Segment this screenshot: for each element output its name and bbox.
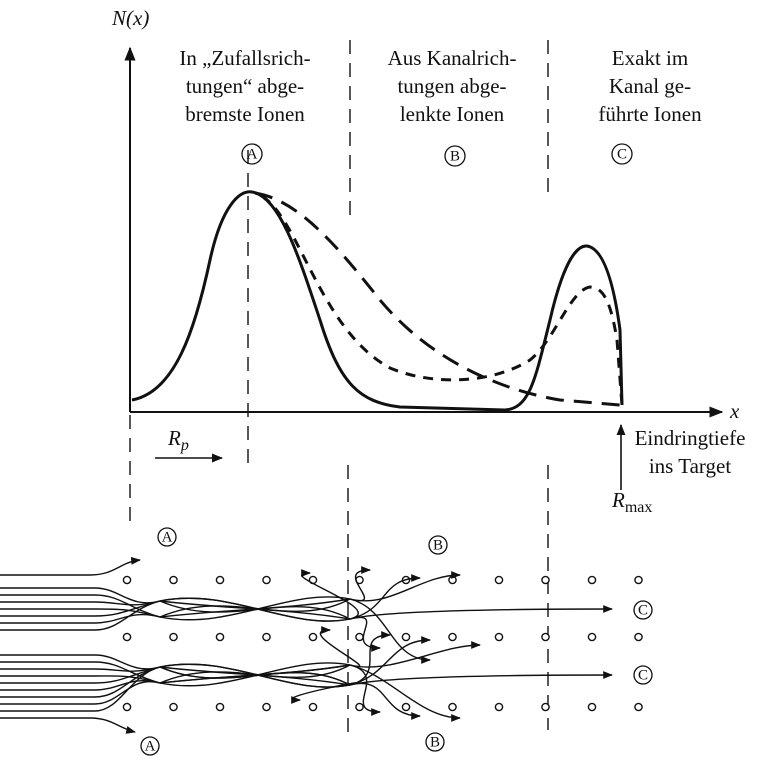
atom: [263, 633, 270, 640]
region-text: Aus Kanalrich-: [388, 46, 517, 70]
region-text: bremste Ionen: [185, 102, 305, 126]
atom: [588, 576, 595, 583]
atom: [635, 576, 642, 583]
region-text: tungen“ abge-: [186, 74, 304, 98]
atom: [542, 633, 549, 640]
atom: [123, 703, 130, 710]
solid-curve: [132, 192, 622, 410]
atom: [216, 633, 223, 640]
atom: [309, 703, 316, 710]
atom: [495, 576, 502, 583]
region-text: Kanal ge-: [609, 74, 691, 98]
atom: [449, 633, 456, 640]
region-text: Exakt im: [612, 46, 688, 70]
atom: [356, 633, 363, 640]
region-text: lenkte Ionen: [400, 102, 505, 126]
atom: [123, 633, 130, 640]
atom: [356, 703, 363, 710]
lattice-marker: B: [433, 537, 443, 553]
atom: [588, 633, 595, 640]
atom: [449, 576, 456, 583]
ion-trajectories: [0, 560, 612, 732]
atom: [263, 703, 270, 710]
lattice-marker: A: [162, 529, 173, 545]
atom: [495, 703, 502, 710]
region-b: Aus Kanalrich- tungen abge- lenkte Ionen…: [388, 46, 517, 166]
region-marker: B: [450, 148, 460, 164]
atom: [495, 633, 502, 640]
atom: [263, 576, 270, 583]
lattice-marker: C: [638, 602, 648, 618]
atom: [402, 703, 409, 710]
atom: [449, 703, 456, 710]
rp-subscript: p: [180, 437, 189, 454]
region-marker: A: [247, 146, 258, 162]
region-c: Exakt im Kanal ge- führte Ionen C: [598, 46, 702, 164]
trajectory: [0, 560, 140, 575]
atom: [216, 576, 223, 583]
rmax-symbol: R: [611, 488, 625, 512]
atom: [542, 703, 549, 710]
atom: [170, 703, 177, 710]
figure: N(x) x In „Zufallsrich- tungen“ abge- br…: [0, 0, 777, 760]
lattice-marker: C: [638, 667, 648, 683]
rp-symbol: R: [167, 426, 181, 450]
long-dashed-curve: [255, 193, 620, 405]
atom: [216, 703, 223, 710]
atom: [635, 633, 642, 640]
x-axis-label: x: [729, 399, 740, 423]
lattice-marker: B: [430, 734, 440, 750]
atom: [635, 703, 642, 710]
depth-label: Eindringtiefe: [635, 426, 746, 450]
region-text: In „Zufallsrich-: [179, 46, 310, 70]
trajectory: [0, 718, 135, 732]
lattice-marker: A: [145, 738, 156, 754]
depth-label: ins Target: [649, 454, 731, 478]
rmax-subscript: max: [625, 499, 653, 516]
region-a: In „Zufallsrich- tungen“ abge- bremste I…: [179, 46, 310, 164]
atom: [170, 633, 177, 640]
region-text: führte Ionen: [598, 102, 702, 126]
rmax-label: Rmax: [611, 488, 652, 516]
rp-label: Rp: [167, 426, 189, 454]
region-text: tungen abge-: [397, 74, 506, 98]
atom: [542, 576, 549, 583]
region-marker: C: [617, 146, 627, 162]
atom: [170, 576, 177, 583]
y-axis-label: N(x): [111, 6, 149, 30]
atom: [402, 633, 409, 640]
atom: [588, 703, 595, 710]
atom: [309, 633, 316, 640]
atom: [123, 576, 130, 583]
